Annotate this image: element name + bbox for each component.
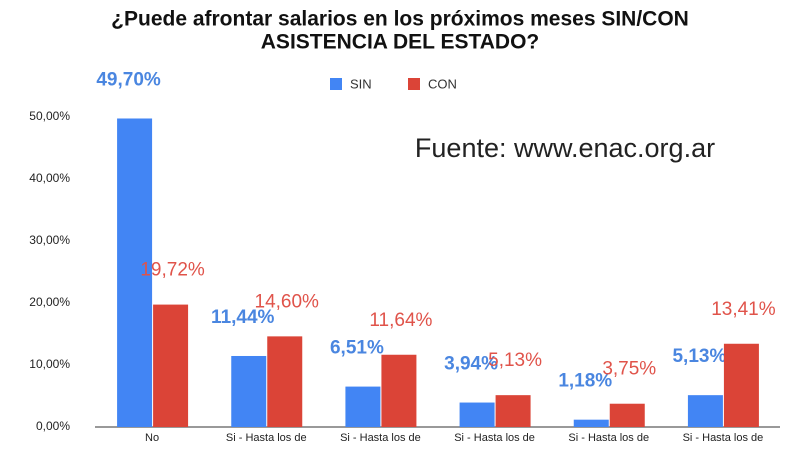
data-label: 3,75% <box>602 359 656 380</box>
x-tick-label: Si - Hasta los de <box>454 432 535 444</box>
x-tick-label: Si - Hasta los de <box>340 432 421 444</box>
data-label: 11,44% <box>211 307 274 328</box>
y-tick-label: 0,00% <box>36 419 70 433</box>
data-label: 13,41% <box>711 299 776 320</box>
bar <box>687 395 723 427</box>
legend-label: CON <box>428 76 457 91</box>
chart-title: ¿Puede afrontar salarios en los próximos… <box>111 8 689 31</box>
data-label: 1,18% <box>558 371 612 392</box>
y-tick-label: 30,00% <box>29 233 70 247</box>
bar <box>153 304 189 427</box>
data-label: 11,64% <box>369 310 432 331</box>
y-tick-label: 10,00% <box>29 357 70 371</box>
y-tick-label: 20,00% <box>29 295 70 309</box>
bar <box>345 386 381 427</box>
bar <box>723 343 759 427</box>
y-tick-label: 50,00% <box>29 109 70 123</box>
annotation: Fuente: www.enac.org.ar <box>415 133 715 163</box>
data-label: 19,72% <box>140 260 205 281</box>
bar <box>231 355 267 427</box>
bar <box>495 395 531 427</box>
bar <box>573 419 609 427</box>
chart-subtitle: ASISTENCIA DEL ESTADO? <box>261 31 539 54</box>
x-tick-label: Si - Hasta los de <box>226 432 307 444</box>
data-label: 14,60% <box>255 291 320 312</box>
bar <box>381 354 417 427</box>
legend-label: SIN <box>350 76 372 91</box>
data-label: 49,70% <box>96 70 161 91</box>
bar <box>267 336 303 427</box>
bar <box>117 118 153 427</box>
data-label: 5,13% <box>672 346 726 367</box>
x-tick-label: Si - Hasta los de <box>568 432 649 444</box>
y-tick-label: 40,00% <box>29 171 70 185</box>
data-label: 6,51% <box>330 338 384 359</box>
data-label: 5,13% <box>488 350 542 371</box>
legend-swatch <box>330 78 342 90</box>
x-tick-label: No <box>145 432 159 444</box>
bar <box>609 403 645 427</box>
bar <box>459 402 495 427</box>
x-tick-label: Si - Hasta los de <box>683 432 764 444</box>
legend-swatch <box>408 78 420 90</box>
data-label: 3,94% <box>444 354 498 375</box>
